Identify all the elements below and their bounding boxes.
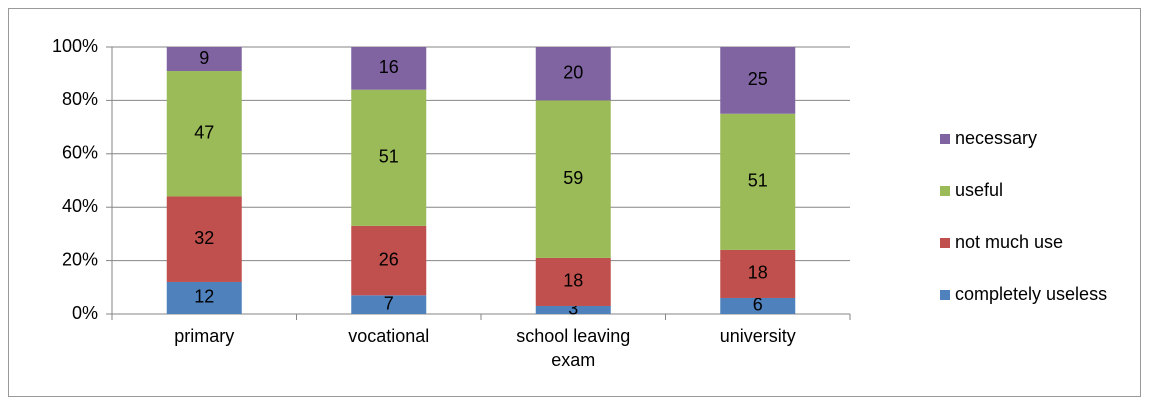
y-tick-label: 0%: [72, 303, 98, 323]
bar-segment: [166, 47, 242, 72]
y-tick-label: 80%: [62, 89, 98, 109]
data-label: 20: [563, 62, 583, 82]
legend-label: useful: [955, 180, 1003, 200]
bar-segment: [535, 100, 611, 258]
x-tick-label: university: [719, 326, 796, 346]
data-label: 16: [379, 57, 399, 77]
legend-label: not much use: [955, 232, 1063, 252]
legend-swatch: [940, 134, 950, 144]
data-label: 32: [194, 228, 214, 248]
bar-segment: [720, 249, 796, 298]
data-label: 47: [194, 123, 214, 143]
data-label: 7: [384, 293, 394, 313]
bar-segment: [720, 297, 796, 314]
data-label: 25: [748, 69, 768, 89]
x-tick-label: school leaving exam: [516, 326, 631, 370]
y-tick-label: 100%: [52, 36, 98, 56]
data-label: 9: [199, 48, 209, 68]
legend-swatch: [940, 186, 950, 196]
data-label: 6: [753, 295, 763, 315]
data-label: 59: [563, 168, 583, 188]
x-tick-label: primary: [174, 326, 235, 346]
bar-segment: [535, 257, 611, 306]
legend-swatch: [940, 290, 950, 300]
bar-segment: [351, 89, 427, 226]
data-label: 18: [563, 271, 583, 291]
data-label: 3: [568, 299, 578, 319]
bar-segment: [535, 305, 611, 314]
bar-segment: [351, 295, 427, 314]
data-label: 12: [194, 287, 214, 307]
legend-swatch: [940, 238, 950, 248]
y-tick-label: 40%: [62, 196, 98, 216]
bar-segment: [166, 71, 242, 197]
x-tick-label: vocational: [348, 326, 430, 346]
bar-segment: [535, 47, 611, 101]
bar-segment: [720, 113, 796, 250]
data-label: 51: [748, 171, 768, 191]
legend-label: necessary: [955, 128, 1037, 148]
data-label: 18: [748, 263, 768, 283]
legend-label: completely useless: [955, 284, 1107, 304]
bar-segment: [166, 281, 242, 314]
bar-segment: [166, 196, 242, 282]
data-label: 26: [379, 249, 399, 269]
y-tick-label: 60%: [62, 143, 98, 163]
y-tick-label: 20%: [62, 249, 98, 269]
bar-segment: [720, 47, 796, 114]
bar-segment: [351, 47, 427, 90]
bar-segment: [351, 225, 427, 296]
data-label: 51: [379, 147, 399, 167]
